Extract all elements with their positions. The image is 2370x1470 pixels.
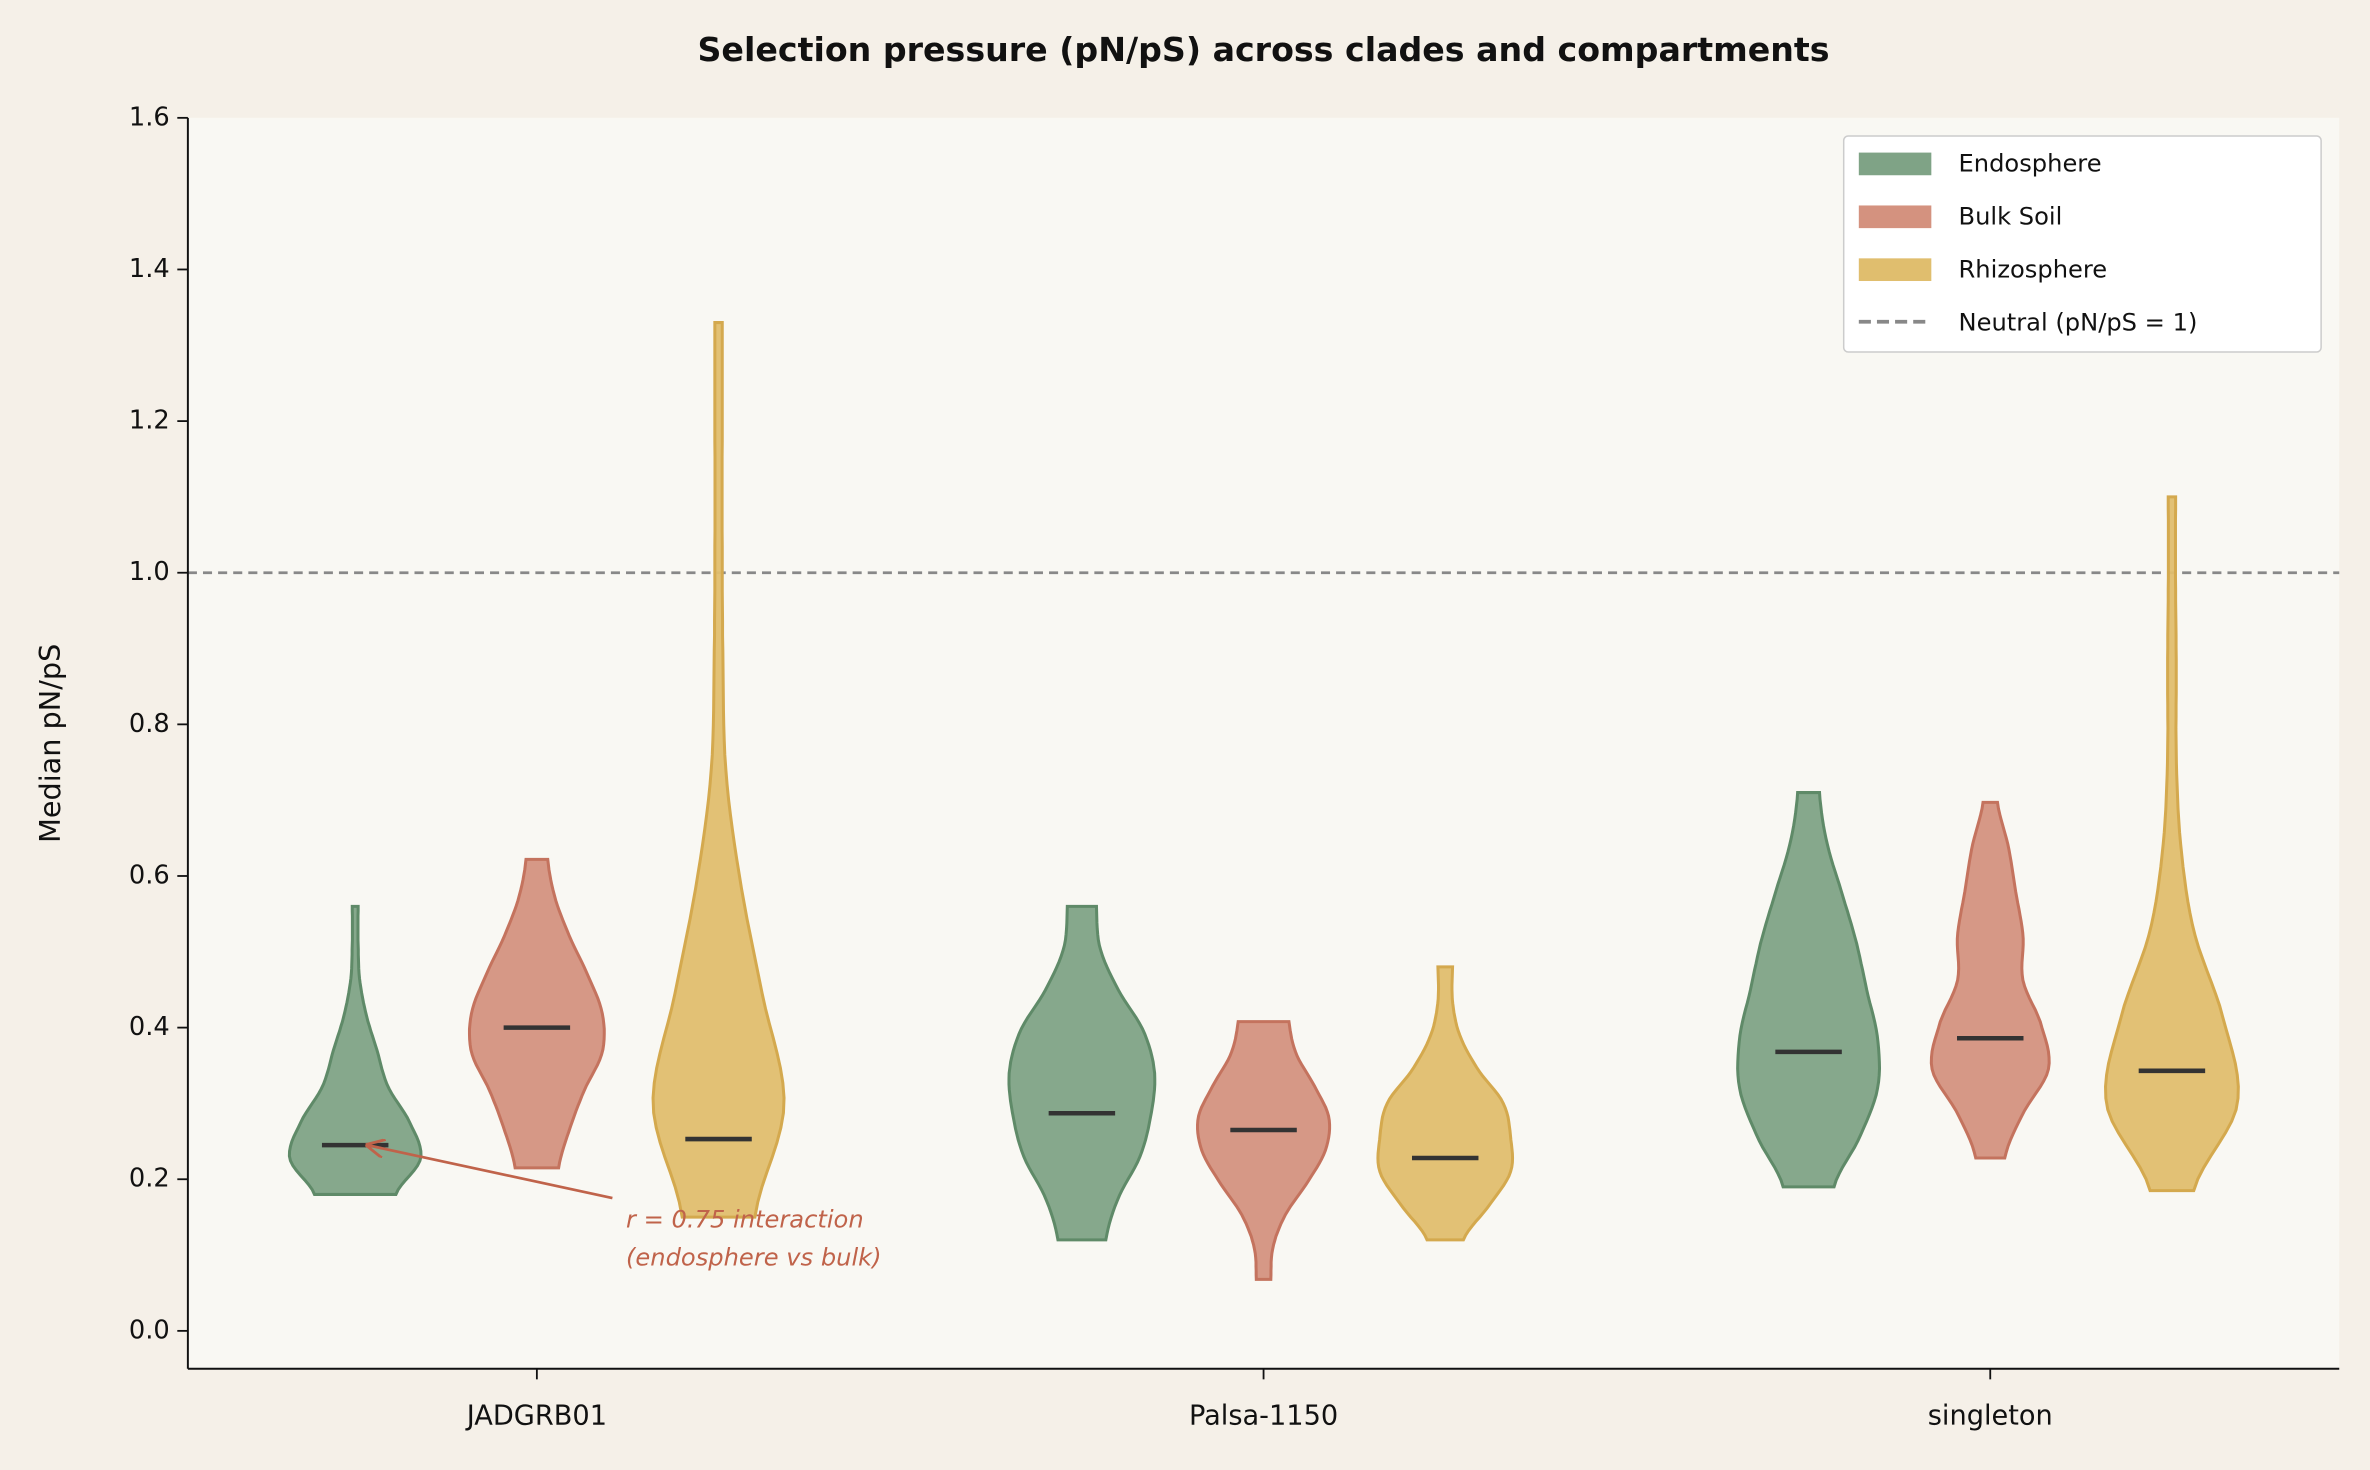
violin <box>467 857 606 1170</box>
legend-label: Rhizosphere <box>1959 255 2108 283</box>
legend-swatch <box>1858 205 1932 229</box>
y-tick-label: 0.4 <box>129 1012 170 1042</box>
violin <box>1196 1020 1332 1281</box>
violin <box>1376 965 1515 1242</box>
legend: Endosphere Bulk Soil Rhizosphere Neutral (p… <box>1842 135 2322 353</box>
y-axis-label: Median pN/pS <box>33 644 67 843</box>
legend-box <box>1842 135 2322 353</box>
x-tick-label: Palsa-1150 <box>1189 1401 1338 1432</box>
y-tick-label: 0.6 <box>129 860 170 890</box>
y-tick-label: 1.2 <box>129 406 170 436</box>
y-tick-label: 1.6 <box>129 102 170 132</box>
annotation-text: (endosphere vs bulk) <box>626 1243 882 1271</box>
legend-label: Endosphere <box>1959 150 2102 178</box>
x-tick-label: singleton <box>1928 1401 2053 1432</box>
legend-label: Bulk Soil <box>1959 203 2063 231</box>
violin <box>287 904 423 1196</box>
plot-area: r = 0.75 interaction (endosphere vs bulk) <box>187 321 2340 1281</box>
legend-swatch <box>1858 258 1932 282</box>
violin <box>1929 800 2051 1160</box>
y-tick-label: 1.0 <box>129 557 170 587</box>
annotation-arrow <box>367 1145 613 1200</box>
chart-title: Selection pressure (pN/pS) across clades… <box>698 30 1830 69</box>
y-tick-label: 0.8 <box>129 709 170 739</box>
violin <box>2104 495 2240 1193</box>
x-tick-label: JADGRB01 <box>465 1401 607 1432</box>
legend-label: Neutral (pN/pS = 1) <box>1959 308 2198 336</box>
y-tick-label: 1.4 <box>129 254 170 284</box>
y-tick-label: 0.2 <box>129 1164 170 1194</box>
annotation-text: r = 0.75 interaction <box>626 1206 864 1234</box>
y-tick-label: 0.0 <box>129 1315 170 1345</box>
violin <box>651 321 786 1219</box>
legend-swatch <box>1858 152 1932 176</box>
violin <box>1007 904 1157 1242</box>
violin <box>1736 791 1882 1189</box>
